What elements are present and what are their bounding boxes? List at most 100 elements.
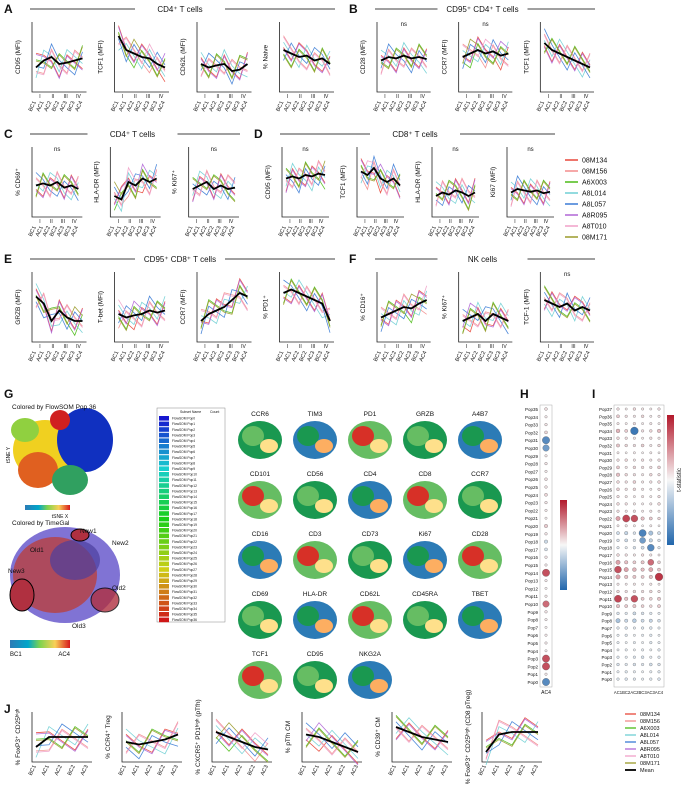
x-tick-label: BC2 (206, 225, 216, 237)
legend-label: A8L014 (640, 733, 659, 739)
donor-line (283, 41, 331, 69)
heat-dot (616, 407, 620, 411)
heat-dot (633, 553, 636, 557)
blob (315, 619, 333, 633)
row-label: Pop36 (599, 414, 613, 419)
heat-dot (614, 565, 622, 574)
heat-dot (632, 655, 636, 659)
x-tick-label: BC2 (216, 100, 226, 112)
x-tick-label: AC1 (283, 350, 293, 362)
donor-line (462, 38, 509, 69)
axis (196, 272, 252, 343)
heat-dot (640, 516, 645, 521)
heat-dot (616, 495, 620, 499)
axis (301, 712, 362, 763)
swatch (159, 505, 169, 511)
x-tick-label: BC3 (385, 225, 395, 237)
phase-label: II (299, 219, 302, 225)
phase-label: III (408, 94, 412, 100)
x-tick-label: BC3 (535, 225, 545, 237)
donor-line (118, 300, 166, 327)
heat-dot (616, 538, 620, 542)
marker-map (293, 481, 337, 519)
x-tick-label: AC3 (134, 225, 144, 237)
heat-dot (641, 641, 644, 644)
y-axis-label: % FoxP3⁺ CD25ʰⁱᵍʰ (CD8 pTreg) (464, 690, 472, 785)
blob (297, 486, 319, 506)
row-label: Pop18 (599, 546, 613, 551)
donor-line (543, 295, 591, 322)
blob (352, 606, 374, 626)
donor-line (543, 38, 591, 73)
heat-dot (657, 633, 661, 637)
donor-line (35, 174, 79, 200)
heat-dot (624, 618, 629, 623)
column-label: AC4 (655, 690, 664, 695)
donor-line (35, 170, 79, 197)
heat-dot (544, 563, 548, 567)
x-tick-label: BC2 (517, 764, 527, 776)
x-tick-label: AC1 (462, 350, 472, 362)
colorbar-label: t-statistic (677, 468, 683, 492)
annotation: ns (564, 272, 570, 278)
panel-letter: A (4, 2, 13, 16)
donor-line (435, 180, 476, 212)
donor-line (360, 160, 401, 195)
legend-label: A8T010 (640, 754, 659, 760)
heat-dot (616, 414, 620, 419)
x-tick-label: BC2 (396, 350, 406, 362)
heat-dot (641, 611, 645, 615)
x-tick-label: BC1 (110, 100, 120, 112)
swatch (159, 539, 169, 544)
heat-dot (616, 502, 620, 506)
donor-line (462, 306, 509, 333)
marker-map (348, 541, 392, 579)
phase-label: II (559, 94, 562, 100)
x-tick-label: AC3 (485, 100, 495, 112)
row-label: Pop35 (599, 422, 613, 427)
x-tick-label: AC3 (56, 225, 66, 237)
row-label: Pop13 (599, 582, 613, 587)
column-label: AC2 (630, 690, 639, 695)
heat-dot (624, 604, 628, 608)
phase-label: IV (76, 94, 81, 100)
heat-dot (616, 487, 620, 491)
marker-map (458, 601, 502, 639)
x-tick-label: BC2 (216, 350, 226, 362)
axis (391, 712, 452, 763)
donor-line (283, 46, 331, 72)
donor-line (118, 301, 166, 331)
row-label: Pop1 (601, 670, 612, 675)
heat-dot (624, 524, 628, 528)
swatch (159, 466, 169, 471)
row-label: Pop11 (525, 594, 538, 599)
x-tick-label: AC1 (221, 764, 231, 776)
heat-dot (648, 618, 653, 623)
mean-line (35, 55, 83, 69)
heat-dot (641, 473, 644, 477)
heat-dot (657, 626, 661, 630)
donor-line (360, 154, 401, 190)
y-axis-label: CD95 (MFI) (265, 165, 272, 199)
heat-dot (640, 560, 645, 565)
x-tick-label: BC3 (493, 100, 503, 112)
donor-line (283, 279, 331, 328)
heat-dot (657, 524, 661, 528)
x-tick-label: AC4 (419, 100, 429, 112)
heat-dot (640, 443, 645, 448)
donor-line (380, 41, 427, 74)
x-tick-label: BC2 (67, 764, 77, 776)
x-tick-label: AC1 (380, 350, 390, 362)
phase-label: III (571, 94, 575, 100)
axis (196, 22, 252, 93)
phase-label: IV (394, 219, 399, 225)
marker-label: CD69 (252, 591, 269, 598)
x-tick-label: AC4 (157, 350, 167, 362)
swatch (159, 483, 169, 488)
swatch (159, 432, 169, 438)
x-tick-label: BC1 (28, 100, 38, 112)
donor-line (35, 728, 89, 752)
legend-label: A8L014 (582, 191, 606, 198)
x-tick-label: AC1 (283, 100, 293, 112)
donor-line (543, 286, 591, 323)
